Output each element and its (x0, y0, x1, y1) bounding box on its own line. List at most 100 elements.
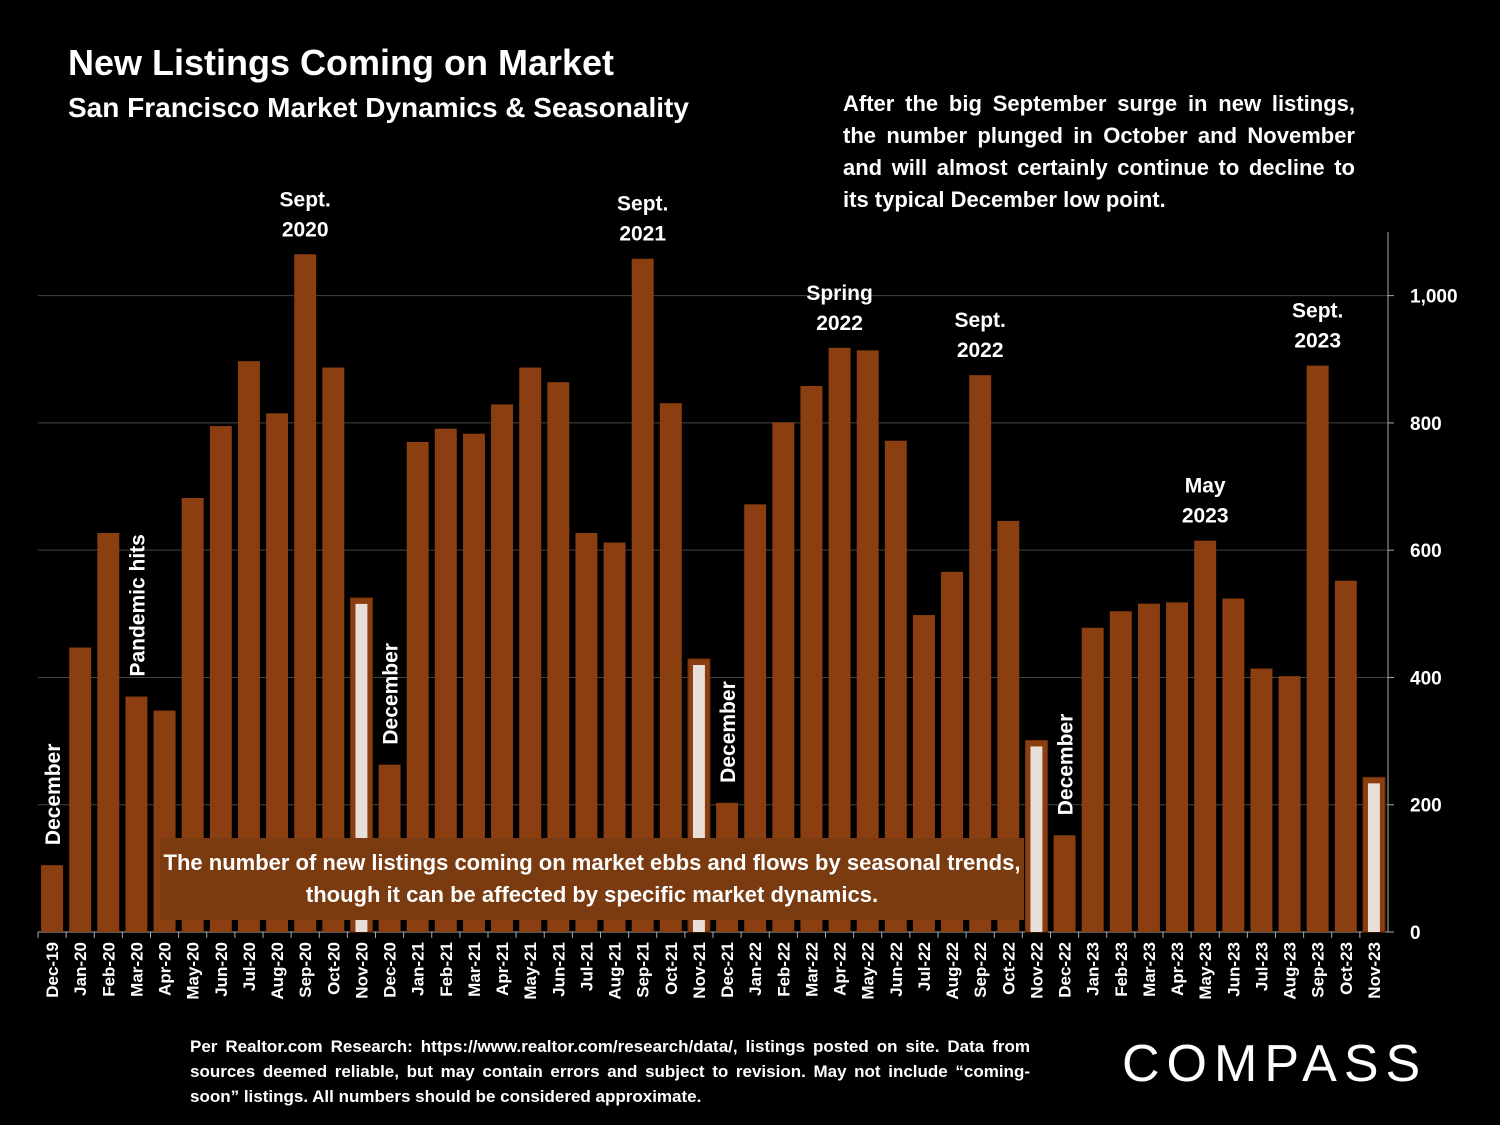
x-tick-label: Aug-23 (1281, 942, 1300, 1000)
bar-jun-20 (209, 426, 232, 932)
y-tick-label: 200 (1410, 796, 1442, 817)
x-tick-label: Sep-21 (634, 942, 653, 998)
x-tick-label: Dec-22 (1056, 942, 1075, 998)
annotation-label: May (1185, 475, 1226, 498)
x-tick-label: Jun-20 (212, 942, 231, 997)
bar-may-23 (1194, 540, 1217, 932)
annotation-label: December (380, 643, 403, 745)
x-tick-label: Mar-22 (802, 942, 821, 997)
bar-dec-22 (1053, 835, 1076, 932)
bar-apr-23 (1166, 602, 1189, 932)
x-tick-label: Nov-20 (352, 942, 371, 999)
chart-subtitle: San Francisco Market Dynamics & Seasonal… (68, 92, 689, 123)
bar-aug-20 (266, 413, 289, 932)
annotation-label: 2023 (1294, 330, 1341, 353)
bar-may-20 (181, 498, 204, 932)
bar-apr-22 (828, 347, 851, 932)
x-tick-label: Sep-22 (971, 942, 990, 998)
x-tick-label: Oct-20 (324, 942, 343, 995)
x-tick-label: Oct-23 (1337, 942, 1356, 995)
y-tick-label: 600 (1410, 541, 1442, 562)
bar-jun-23 (1222, 598, 1245, 932)
y-tick-label: 800 (1410, 414, 1442, 435)
x-tick-label: Aug-22 (943, 942, 962, 1000)
callout-box: The number of new listings coming on mar… (160, 838, 1024, 920)
x-tick-label: Jul-20 (240, 942, 259, 991)
x-tick-label: Apr-23 (1168, 942, 1187, 996)
x-tick-label: Nov-23 (1365, 942, 1384, 999)
bar-aug-21 (603, 542, 626, 932)
x-tick-label: Feb-21 (437, 942, 456, 997)
bar-apr-21 (491, 404, 514, 932)
x-tick-label: Oct-21 (662, 942, 681, 995)
bar-may-21 (519, 367, 542, 933)
bar-feb-20 (97, 533, 120, 932)
annotation-label: Sept. (617, 193, 668, 216)
bar-sep-23 (1306, 365, 1329, 932)
x-tick-label: Sep-23 (1309, 942, 1328, 998)
annotation-label: 2022 (957, 339, 1004, 362)
x-tick-label: Jul-21 (577, 942, 596, 991)
bar-feb-22 (772, 422, 795, 932)
bar-jan-20 (69, 647, 92, 932)
x-tick-label: Jan-23 (1084, 942, 1103, 996)
bar-highlight-nov-23 (1367, 783, 1380, 932)
bar-sep-21 (631, 258, 654, 932)
bar-mar-23 (1137, 603, 1160, 932)
x-tick-label: Jun-23 (1224, 942, 1243, 997)
bar-sep-22 (969, 375, 992, 932)
source-note: Per Realtor.com Research: https://www.re… (190, 1037, 1030, 1106)
annotation-label: Sept. (955, 309, 1006, 332)
x-tick-label: Jun-21 (549, 942, 568, 997)
bar-sep-20 (294, 254, 317, 933)
bar-jul-21 (575, 533, 598, 932)
x-tick-label: Apr-20 (156, 942, 175, 996)
x-tick-label: Sep-20 (296, 942, 315, 998)
bar-jan-23 (1081, 627, 1104, 932)
bar-highlight-nov-20 (355, 603, 368, 932)
x-tick-label: May-21 (521, 942, 540, 1000)
bar-oct-21 (659, 403, 682, 932)
x-tick-label: Feb-20 (99, 942, 118, 997)
x-tick-label: May-23 (1196, 942, 1215, 1000)
bar-jun-21 (547, 382, 570, 932)
annotation-label: 2023 (1182, 505, 1229, 528)
x-tick-label: May-22 (859, 942, 878, 1000)
y-tick-label: 1,000 (1410, 287, 1458, 308)
x-tick-label: Apr-21 (493, 942, 512, 996)
annotation-label: 2020 (282, 218, 329, 241)
bar-mar-20 (125, 696, 148, 932)
annotation-label: Sept. (280, 188, 331, 211)
bar-jun-22 (884, 440, 907, 932)
bar-aug-23 (1278, 676, 1301, 932)
x-tick-label: Apr-22 (831, 942, 850, 996)
x-tick-label: Jan-21 (409, 942, 428, 996)
x-tick-label: Dec-20 (381, 942, 400, 998)
bar-oct-23 (1334, 580, 1357, 932)
x-tick-label: May-20 (184, 942, 203, 1000)
x-tick-label: Jun-22 (887, 942, 906, 997)
x-tick-label: Dec-19 (43, 942, 62, 998)
y-tick-label: 400 (1410, 668, 1442, 689)
annotation-label: Spring (806, 282, 873, 305)
annotation-label: 2022 (816, 312, 863, 335)
x-tick-label: Jul-22 (915, 942, 934, 991)
x-tick-label: Jan-22 (746, 942, 765, 996)
bar-oct-22 (997, 520, 1020, 932)
x-tick-label: Feb-22 (774, 942, 793, 997)
x-tick-label: Mar-20 (127, 942, 146, 997)
compass-logo: COMPASS (1122, 1035, 1428, 1093)
x-tick-label: Mar-21 (465, 942, 484, 997)
annotation-label: Sept. (1292, 300, 1343, 323)
x-tick-label: Aug-21 (606, 942, 625, 1000)
annotation-label: December (42, 744, 65, 846)
annotation-label: December (1055, 714, 1078, 816)
annotation-label: December (717, 681, 740, 783)
x-tick-label: Jul-23 (1252, 942, 1271, 991)
bar-feb-23 (1109, 611, 1132, 932)
x-tick-label: Aug-20 (268, 942, 287, 1000)
x-tick-label: Oct-22 (999, 942, 1018, 995)
annotation-label: Pandemic hits (126, 534, 149, 676)
y-tick-label: 0 (1410, 923, 1421, 944)
